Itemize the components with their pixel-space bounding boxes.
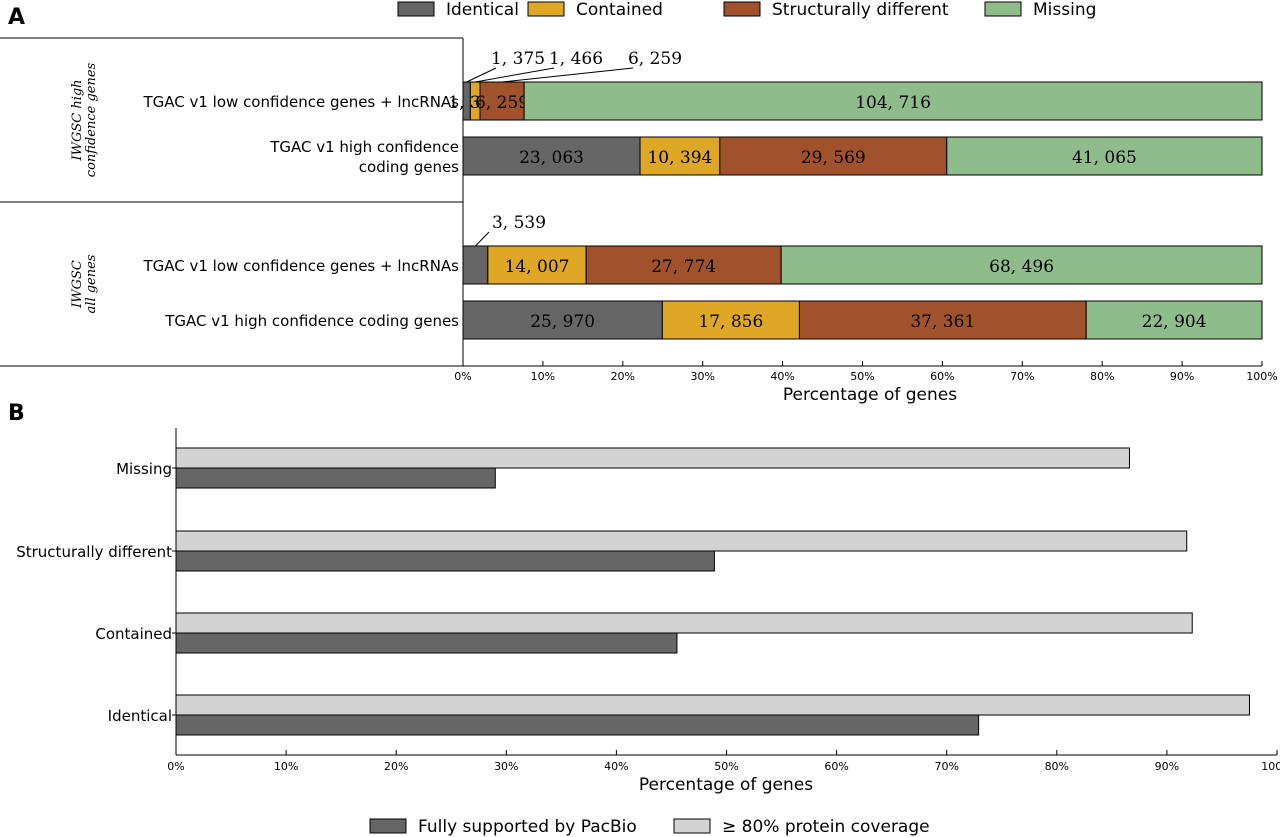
panel-b-x-tick-label: 70% <box>934 760 958 773</box>
panel-b-letter: B <box>8 401 25 426</box>
bar-label: TGAC v1 high confidence coding genes <box>164 312 459 330</box>
panel-a-x-tick-label: 40% <box>770 370 794 383</box>
segment-value-label: 41, 065 <box>1072 148 1137 168</box>
callout-label: 6, 259 <box>628 49 682 69</box>
legend-label: ≥ 80% protein coverage <box>722 817 930 837</box>
group-label: IWGSCall genes <box>70 254 99 313</box>
legend-swatch <box>673 818 711 834</box>
group-label-line: IWGSC high <box>70 79 85 161</box>
segment-value-label: 29, 569 <box>801 148 866 168</box>
panel-b-bar <box>175 467 496 489</box>
panel-b: Missing Structurally different Contained Id… <box>16 428 1280 837</box>
legend-swatch <box>369 818 407 834</box>
category-label: Contained <box>95 625 172 643</box>
callout-label: 3, 539 <box>492 213 546 233</box>
legend-swatch <box>723 1 761 17</box>
panel-b-x-tick-label: 80% <box>1045 760 1069 773</box>
callout-label: 1, 375 <box>491 49 545 69</box>
bar-segment <box>661 300 800 340</box>
legend-swatch <box>527 1 565 17</box>
panel-a-x-tick-label: 100% <box>1246 370 1277 383</box>
panel-b-bar <box>175 612 1193 634</box>
panel-b-bar <box>175 632 678 654</box>
panel-b-x-axis-label: Percentage of genes <box>639 775 813 795</box>
group-label: IWGSC highconfidence genes <box>70 62 99 177</box>
panel-a-x-tick-label: 20% <box>611 370 635 383</box>
segment-value-label: 68, 496 <box>989 257 1054 277</box>
legend-swatch <box>397 1 435 17</box>
panel-a-x-tick-label: 80% <box>1090 370 1114 383</box>
bar-segment <box>798 300 1087 340</box>
legend-label: Missing <box>1033 0 1096 20</box>
panel-a-x-tick-label: 60% <box>930 370 954 383</box>
bar-segment <box>780 245 1263 285</box>
segment-value-label: 25, 970 <box>530 312 595 332</box>
segment-value-label: 23, 063 <box>519 148 584 168</box>
category-label: Missing <box>116 460 172 478</box>
panel-b-bar <box>175 714 980 736</box>
panel-b-bar <box>175 550 715 572</box>
bar-label: TGAC v1 low confidence genes + lncRNAs <box>142 93 459 111</box>
panel-a-x-tick-label: 90% <box>1170 370 1194 383</box>
panel-b-bar <box>175 530 1188 552</box>
legend-label: Structurally different <box>772 0 949 20</box>
bar-segment <box>462 300 663 340</box>
segment-value-label: 6, 259 <box>475 93 529 113</box>
segment-value-label: 104, 716 <box>855 93 931 113</box>
panel-a-x-axis-label: Percentage of genes <box>783 385 957 405</box>
panel-b-x-tick-label: 100% <box>1261 760 1280 773</box>
panel-b-x-tick-label: 20% <box>384 760 408 773</box>
legend-label: Fully supported by PacBio <box>418 817 637 837</box>
segment-value-label: 10, 394 <box>647 148 712 168</box>
panel-b-x-tick-label: 30% <box>494 760 518 773</box>
legend-swatch <box>984 1 1022 17</box>
panel-b-bar <box>175 694 1250 716</box>
bar-segment <box>585 245 782 285</box>
panel-a-x-tick-label: 70% <box>1010 370 1034 383</box>
category-label: Identical <box>108 707 172 725</box>
bar-segment <box>462 136 641 176</box>
panel-b-bar <box>175 447 1130 469</box>
bar-segment <box>639 136 721 176</box>
bar-segment <box>946 136 1263 176</box>
bar-segment <box>523 81 1263 121</box>
panel-b-x-tick-label: 60% <box>824 760 848 773</box>
legend-label: Contained <box>576 0 663 20</box>
segment-value-label: 27, 774 <box>651 257 716 277</box>
bar-segment <box>1085 300 1263 340</box>
group-label-line: confidence genes <box>84 62 99 177</box>
bar-segment <box>719 136 948 176</box>
panel-b-x-tick-label: 90% <box>1155 760 1179 773</box>
panel-a-x-tick-label: 0% <box>454 370 471 383</box>
callout-leader <box>502 67 634 83</box>
legend-label: Identical <box>446 0 519 20</box>
panel-a-x-tick-label: 30% <box>690 370 714 383</box>
bar-label: coding genes <box>359 158 459 176</box>
bar-label: TGAC v1 high confidence <box>269 138 459 156</box>
segment-value-label: 22, 904 <box>1142 312 1207 332</box>
panel-b-x-tick-label: 50% <box>714 760 738 773</box>
bar-segment <box>487 245 587 285</box>
bar-segment <box>462 245 489 285</box>
callout-label: 1, 466 <box>549 49 603 69</box>
segment-value-label: 14, 007 <box>505 257 570 277</box>
panel-b-x-tick-label: 40% <box>604 760 628 773</box>
panel-a-letter: A <box>8 5 25 30</box>
panel-b-x-tick-label: 10% <box>274 760 298 773</box>
callout-leader <box>475 231 490 247</box>
callout-leader <box>475 67 555 83</box>
bar-label: TGAC v1 low confidence genes + lncRNAs <box>142 257 459 275</box>
callout-leader <box>466 67 497 83</box>
segment-value-label: 37, 361 <box>910 312 975 332</box>
segment-value-label: 17, 856 <box>698 312 763 332</box>
category-label: Structurally different <box>16 543 172 561</box>
panel-a: IWGSC highconfidence genes IWGSCall genes… <box>0 0 1278 405</box>
panel-b-x-tick-label: 0% <box>167 760 184 773</box>
group-label-line: IWGSC <box>70 260 85 309</box>
group-label-line: all genes <box>84 254 99 313</box>
panel-a-x-tick-label: 10% <box>531 370 555 383</box>
panel-a-x-tick-label: 50% <box>850 370 874 383</box>
